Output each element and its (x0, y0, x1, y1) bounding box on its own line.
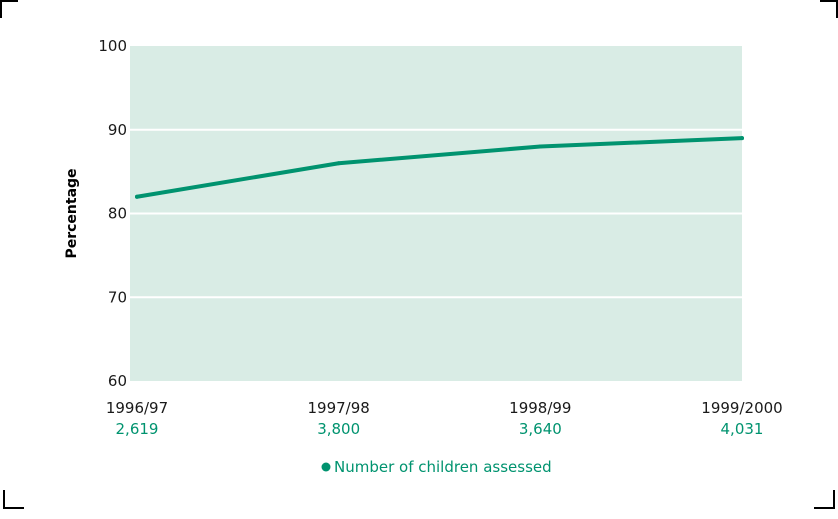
legend-marker-icon (321, 462, 331, 472)
x-category-label: 1998/99 (509, 399, 571, 417)
gridlines (130, 128, 742, 299)
children-count-label: 3,640 (519, 420, 562, 438)
frame-corner-top-left (0, 0, 18, 18)
y-axis-ticks: 60 70 80 90 100 (98, 37, 127, 390)
y-tick-label: 80 (108, 205, 127, 223)
data-point (740, 136, 744, 141)
y-axis-label: Percentage (64, 168, 80, 258)
legend: Number of children assessed (321, 458, 552, 476)
x-category-label: 1997/98 (308, 399, 370, 417)
data-point (135, 194, 139, 199)
x-axis-categories: 1996/97 1997/98 1998/99 1999/2000 (106, 399, 783, 417)
series-group (135, 136, 744, 199)
series-line-0 (135, 136, 744, 199)
children-count-label: 2,619 (116, 420, 159, 438)
y-tick-label: 70 (108, 288, 127, 306)
y-tick-label: 90 (108, 121, 127, 139)
y-tick-label: 100 (98, 37, 127, 55)
data-point (538, 144, 543, 149)
x-category-label: 1996/97 (106, 399, 168, 417)
data-point (336, 161, 341, 166)
y-tick-label: 60 (108, 372, 127, 390)
children-count-label: 3,800 (317, 420, 360, 438)
x-category-label: 1999/2000 (701, 399, 782, 417)
children-counts: 2,619 3,800 3,640 4,031 (116, 420, 764, 438)
frame-corner-bottom-right (814, 490, 835, 509)
children-count-label: 4,031 (721, 420, 764, 438)
legend-label: Number of children assessed (334, 458, 552, 476)
frame-corner-bottom-left (3, 490, 24, 509)
frame-corner-top-right (820, 0, 838, 18)
